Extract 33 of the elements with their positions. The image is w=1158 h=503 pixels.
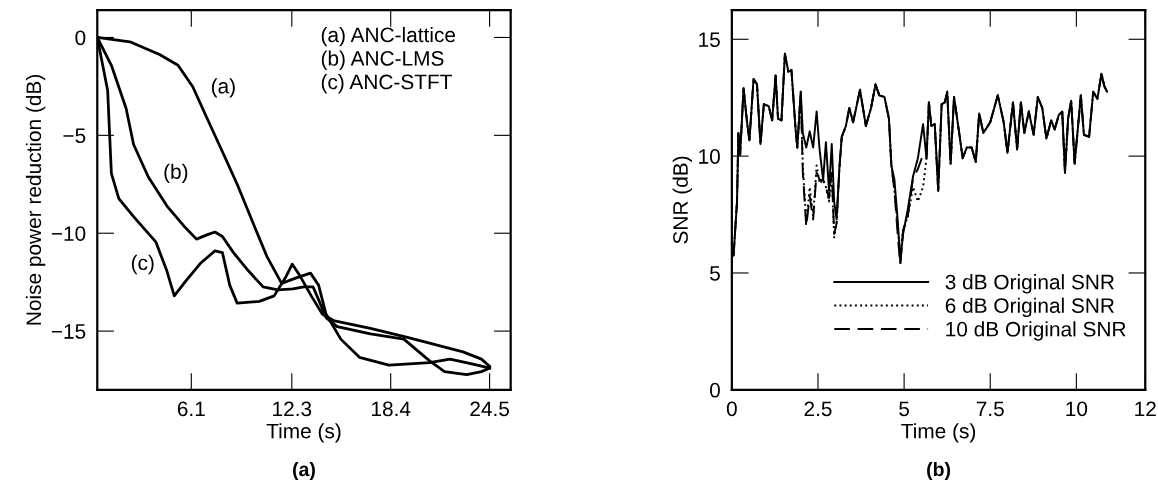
x-tick-label: 18.4 bbox=[372, 401, 411, 417]
x-tick-label: 24.5 bbox=[470, 401, 509, 417]
x-tick-label: 2.5 bbox=[804, 401, 832, 417]
y-tick-label: 5 bbox=[709, 266, 720, 281]
y-tick-label: 10 bbox=[699, 149, 720, 164]
y-axis-title: Noise power reduction (dB) bbox=[25, 75, 46, 325]
legend-label: 3 dB Original SNR bbox=[945, 274, 1114, 294]
annotation: (c) ANC-STFT bbox=[321, 74, 452, 94]
y-tick-label: −5 bbox=[63, 128, 86, 144]
x-tick-label: 7.5 bbox=[976, 401, 1004, 417]
x-tick-label: 12 bbox=[1135, 401, 1156, 417]
annotation: (c) bbox=[131, 254, 154, 275]
annotation: (a) ANC-lattice bbox=[321, 26, 456, 47]
annotation: (a) bbox=[211, 78, 235, 98]
annotation: (b) ANC-LMS bbox=[321, 50, 444, 70]
legend-label: 10 dB Original SNR bbox=[946, 321, 1126, 341]
text: (b) bbox=[927, 461, 951, 481]
x-tick-label: 6.1 bbox=[177, 401, 205, 417]
y-tick-label: 0 bbox=[709, 382, 720, 398]
x-axis-title: Time (s) bbox=[901, 423, 976, 443]
y-tick-label: 15 bbox=[699, 32, 720, 48]
y-axis-title: SNR (dB) bbox=[672, 156, 693, 244]
x-tick-label: 12.3 bbox=[273, 401, 312, 417]
x-axis-title: Time (s) bbox=[266, 423, 341, 443]
y-tick-label: −15 bbox=[51, 324, 86, 339]
text: (a) bbox=[293, 461, 315, 481]
x-tick-label: 0 bbox=[726, 401, 737, 417]
y-tick-label: 0 bbox=[75, 30, 86, 46]
legend-label: 6 dB Original SNR bbox=[945, 297, 1114, 318]
annotation: (b) bbox=[164, 163, 188, 184]
y-tick-label: −10 bbox=[51, 226, 86, 241]
x-tick-label: 5 bbox=[899, 401, 910, 417]
x-tick-label: 10 bbox=[1066, 401, 1088, 417]
